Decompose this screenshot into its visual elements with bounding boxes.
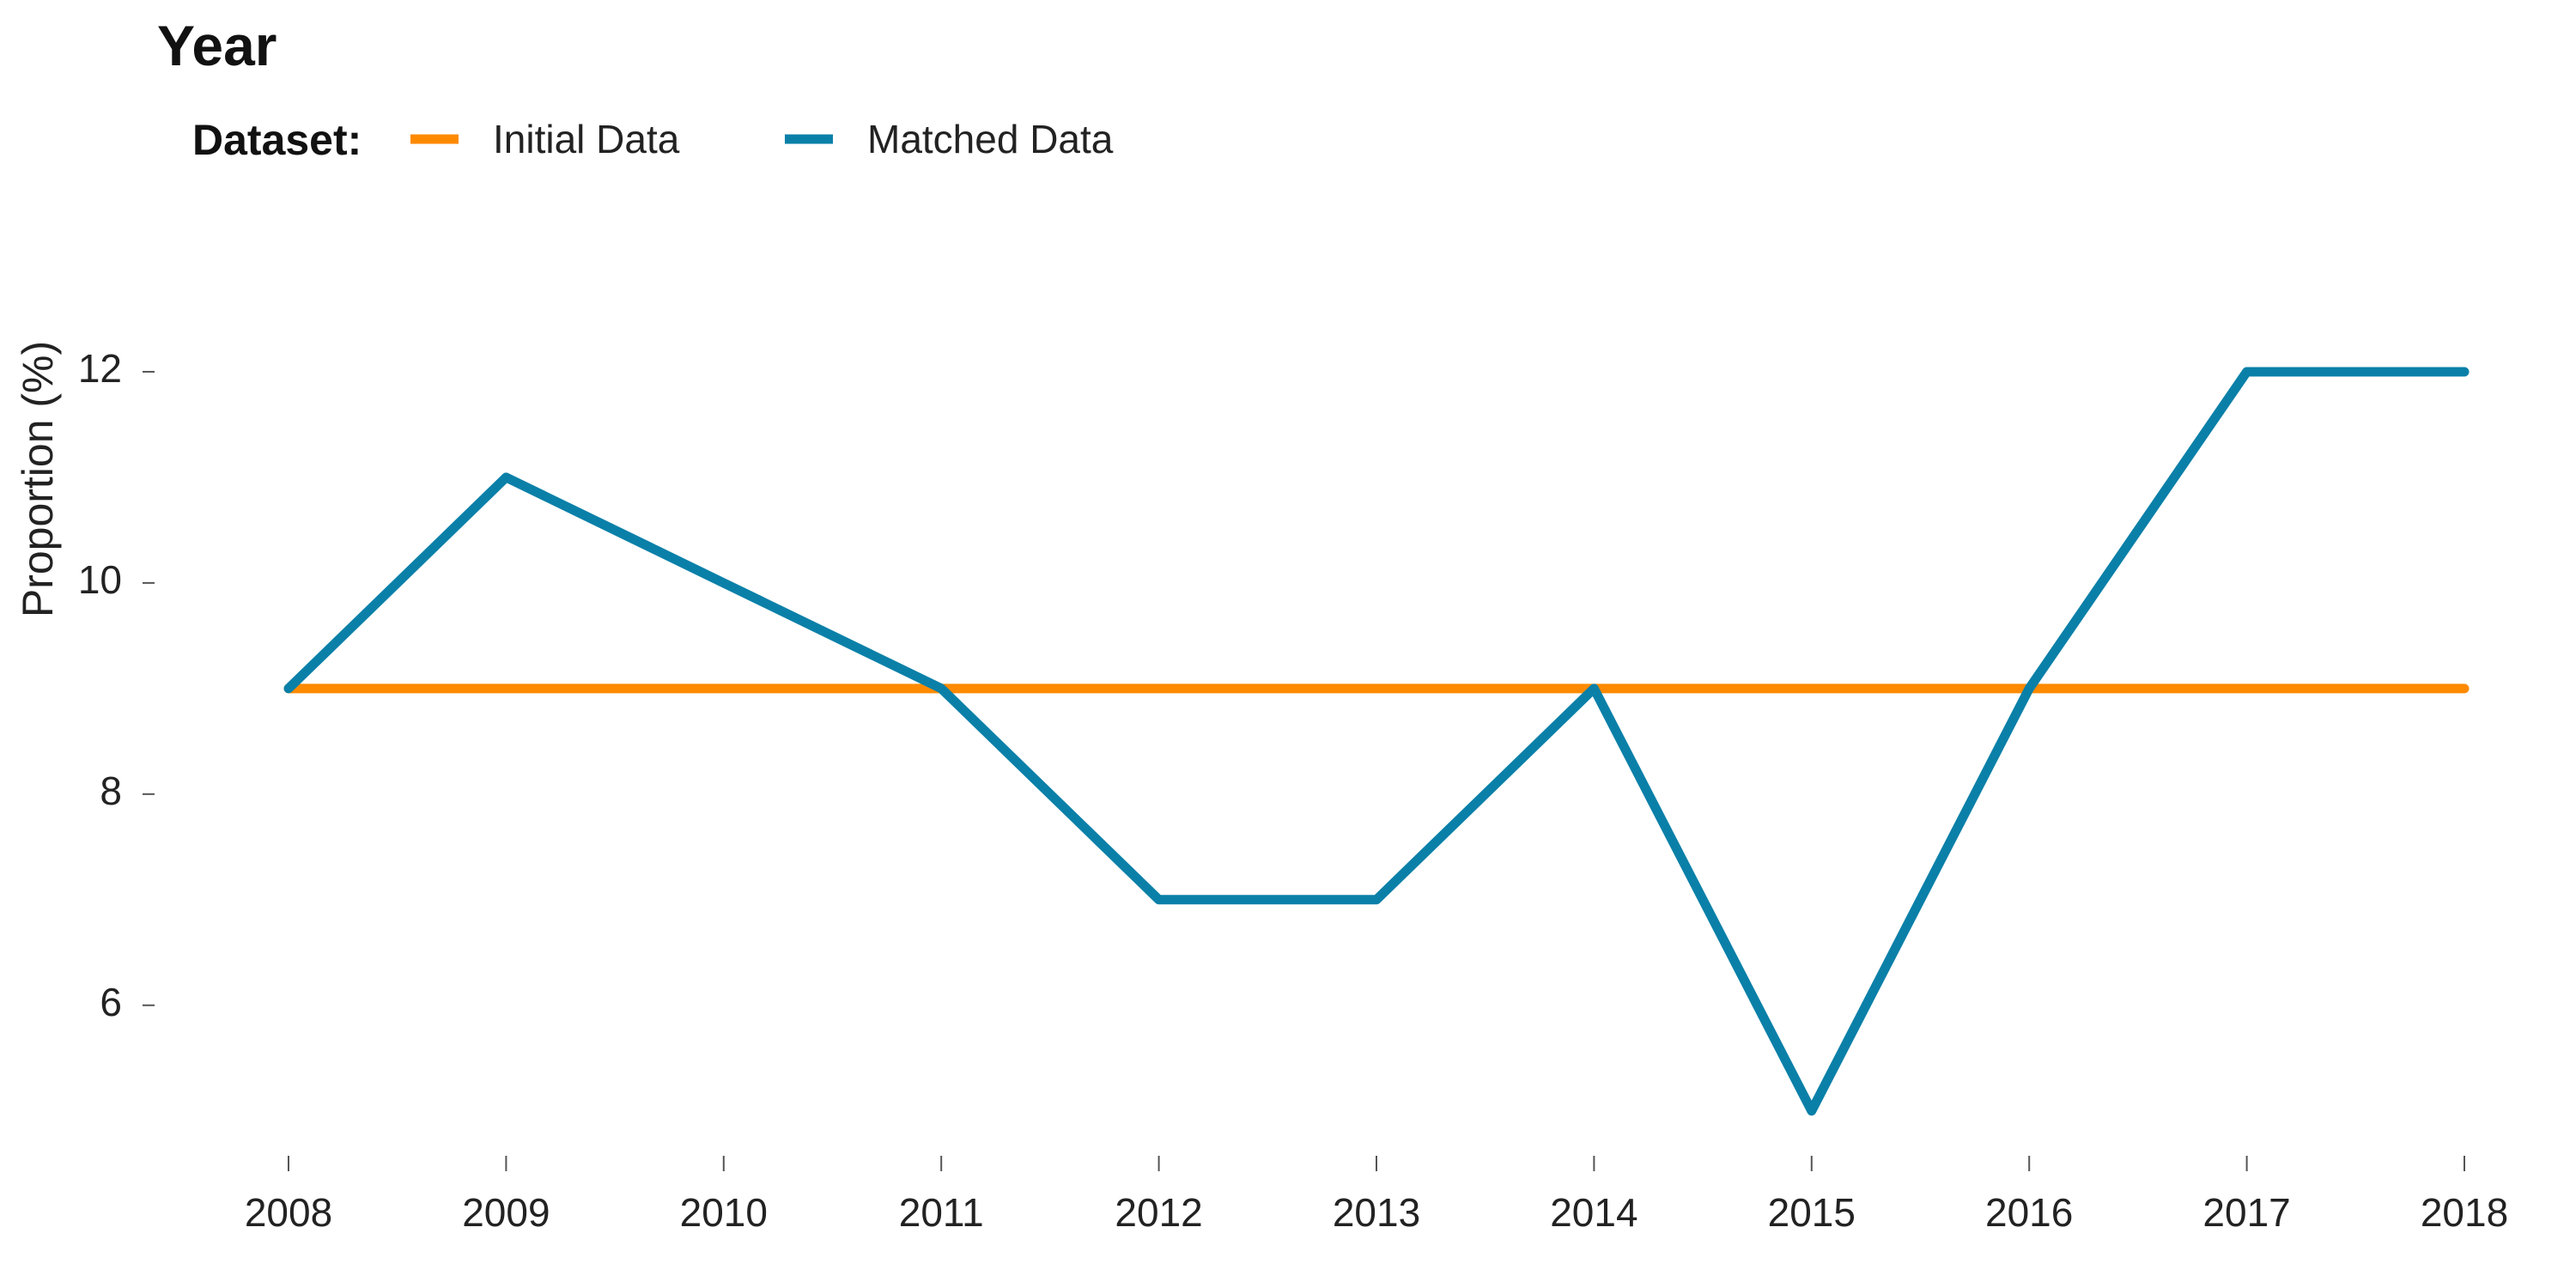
data-point-matched-data <box>1809 1109 1814 1113</box>
legend-label: Matched Data <box>867 117 1114 161</box>
data-point-matched-data <box>2463 369 2466 374</box>
y-tick-label: 12 <box>78 346 122 391</box>
data-point-initial-data <box>2245 686 2249 690</box>
data-point-matched-data <box>721 580 726 585</box>
x-tick-label: 2011 <box>899 1190 984 1235</box>
x-tick-label: 2014 <box>1550 1190 1637 1235</box>
x-tick-label: 2016 <box>1985 1190 2073 1235</box>
x-tick-label: 2013 <box>1333 1190 1420 1235</box>
data-point-initial-data <box>2463 686 2466 690</box>
data-point-matched-data <box>287 686 290 690</box>
data-point-initial-data <box>504 686 508 690</box>
data-point-initial-data <box>1157 686 1161 690</box>
x-tick-label: 2015 <box>1768 1190 1856 1235</box>
x-tick-label: 2008 <box>245 1190 332 1235</box>
y-tick-label: 10 <box>78 557 122 602</box>
x-axis: 2008 2009 2010 2011 2012 2013 2014 2015 2016 2017… <box>245 1156 2508 1235</box>
series-group <box>283 367 2470 1116</box>
x-tick-label: 2009 <box>462 1190 550 1235</box>
data-point-matched-data <box>1592 686 1596 690</box>
x-tick-label: 2018 <box>2421 1190 2508 1235</box>
data-point-initial-data <box>1375 686 1378 690</box>
data-point-matched-data <box>1157 897 1161 902</box>
legend-label: Initial Data <box>493 117 680 161</box>
data-point-initial-data <box>721 686 726 690</box>
legend-title: Dataset: <box>192 116 361 164</box>
chart-title: Year <box>157 14 276 77</box>
data-point-matched-data <box>504 475 508 479</box>
legend: Dataset: Initial Data Matched Data <box>192 116 1114 164</box>
data-point-matched-data <box>939 686 944 690</box>
y-axis: 6 8 10 12 <box>78 346 155 1024</box>
data-point-matched-data <box>2245 369 2249 374</box>
data-point-initial-data <box>1809 686 1814 690</box>
x-tick-label: 2017 <box>2202 1190 2290 1235</box>
y-axis-label: Proportion (%) <box>14 341 62 617</box>
series-line-matched-data <box>283 367 2470 1116</box>
x-tick-label: 2012 <box>1115 1190 1202 1235</box>
data-point-matched-data <box>1375 897 1378 902</box>
x-tick-label: 2010 <box>680 1190 768 1235</box>
legend-entries: Initial Data Matched Data <box>410 117 1114 161</box>
data-point-matched-data <box>2027 686 2032 690</box>
y-tick-label: 6 <box>100 980 122 1024</box>
y-tick-label: 8 <box>100 769 122 813</box>
